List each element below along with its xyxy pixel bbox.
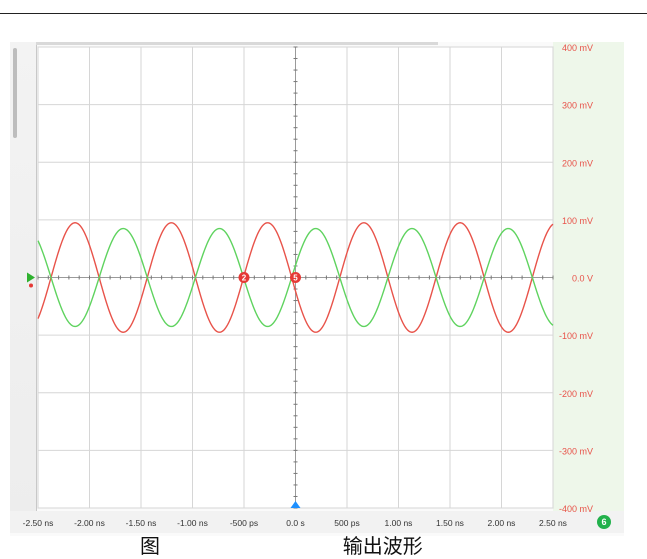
- y-tick-label: 100 mV: [562, 216, 593, 226]
- y-tick-label: -300 mV: [559, 446, 593, 456]
- waveform-series-1: [37, 222, 554, 333]
- x-tick-label: -1.00 ns: [177, 518, 208, 528]
- x-tick-label: 1.00 ns: [385, 518, 413, 528]
- y-tick-label: 200 mV: [562, 158, 593, 168]
- y-tick-label: 300 mV: [562, 101, 593, 111]
- y-tick-label: 0.0 V: [572, 274, 593, 284]
- y-tick-label: -100 mV: [559, 331, 593, 341]
- top-scroll-track[interactable]: [36, 42, 438, 45]
- time-axis-bar: [10, 511, 624, 533]
- left-toolbar-handle[interactable]: [13, 48, 17, 138]
- caption-suffix: 输出波形: [342, 534, 423, 558]
- page-top-rule: [0, 13, 647, 14]
- left-toolbar: [10, 42, 37, 518]
- caption-prefix: 图: [140, 534, 160, 558]
- x-tick-label: -2.00 ns: [74, 518, 105, 528]
- figure-caption: 图 输出波形: [140, 530, 500, 559]
- x-tick-label: 2.50 ns: [539, 518, 567, 528]
- x-tick-label: -500 ps: [230, 518, 258, 528]
- x-tick-label: 0.0 s: [286, 518, 304, 528]
- voltage-axis-panel: [553, 42, 624, 522]
- y-tick-label: -400 mV: [559, 504, 593, 514]
- marker-label: 2: [242, 274, 247, 283]
- trigger-arrow: [290, 501, 301, 508]
- x-tick-label: 500 ps: [334, 518, 360, 528]
- y-tick-label: 400 mV: [562, 43, 593, 53]
- marker-point: [290, 272, 301, 283]
- channel-indicator-dot: [29, 283, 33, 288]
- marker-point: [238, 272, 250, 283]
- x-tick-label: -1.50 ns: [126, 518, 157, 528]
- x-tick-label: 2.00 ns: [488, 518, 516, 528]
- status-badge: 6: [597, 515, 611, 529]
- marker-label: 5: [293, 274, 298, 283]
- waveform-series-2: [37, 227, 554, 328]
- x-tick-label: 1.50 ns: [436, 518, 464, 528]
- y-tick-label: -200 mV: [559, 389, 593, 399]
- channel-indicator: [27, 272, 35, 283]
- x-tick-label: -2.50 ns: [23, 518, 54, 528]
